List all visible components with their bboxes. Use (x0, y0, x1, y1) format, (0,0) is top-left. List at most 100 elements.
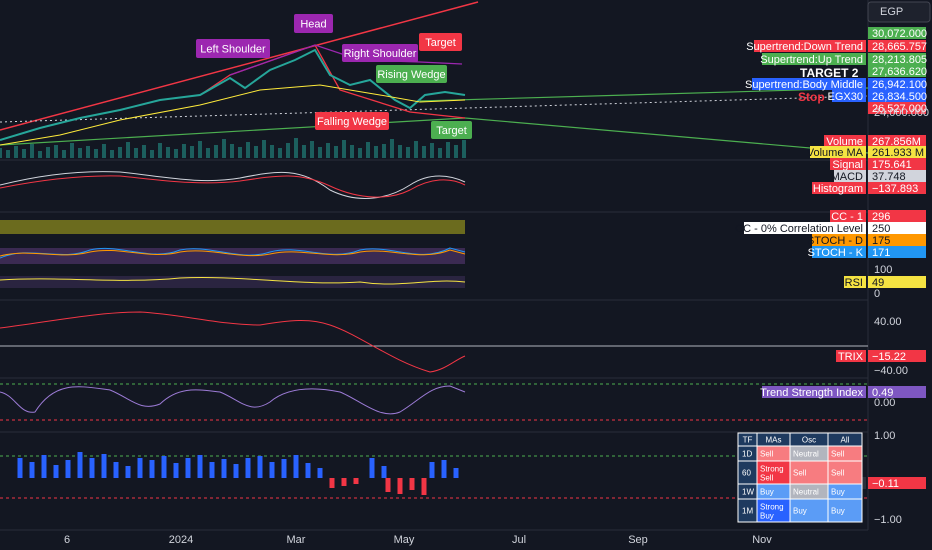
indicator-name-box (754, 40, 866, 52)
annotation-label: Rising Wedge (377, 69, 445, 81)
price-label-box (868, 182, 926, 194)
axis-label: 24,000.000 (874, 107, 929, 119)
indicator-name-box (812, 182, 866, 194)
table-cell-label: Strong Buy (760, 503, 784, 521)
annotation-box (196, 39, 270, 58)
trend-line (0, 117, 466, 146)
price-label: −137.893 (872, 183, 918, 195)
annotation-label: Falling Wedge (317, 116, 387, 128)
annotation-label: Head (300, 18, 326, 30)
indicator-name-box (812, 246, 866, 258)
axis-label: 1.00 (874, 430, 895, 442)
time-label: 2024 (169, 534, 193, 546)
table-cell-label: Sell (831, 450, 845, 459)
price-label-box (868, 350, 926, 362)
indicator-name: CC - 0% Correlation Level (735, 223, 863, 235)
macd-line (0, 171, 466, 199)
price-label-box (868, 386, 926, 398)
table-cell (827, 498, 863, 523)
indicator-name: Signal (832, 159, 863, 171)
table-cell-label: Buy (793, 507, 807, 516)
price-label-box (868, 78, 926, 90)
time-label: Jul (512, 534, 526, 546)
indicator-name-box (744, 222, 866, 234)
annotation-label: Target (436, 125, 467, 137)
indicator-name: Trend Strength Index (760, 387, 863, 399)
price-label-box (868, 210, 926, 222)
annotation-label: Left Shoulder (200, 43, 266, 55)
time-label: Sep (628, 534, 648, 546)
price-label-box (868, 53, 926, 65)
annotation-label: Right Shoulder (344, 48, 417, 60)
axis-label: 0 (874, 288, 880, 300)
indicator-name-box (830, 210, 866, 222)
indicator-name: Supertrend:Down Trend (746, 41, 863, 53)
annotation-box (315, 112, 389, 130)
price-label-box (868, 90, 926, 102)
target-note: TARGET 2 (800, 66, 859, 80)
axis-label: 40.00 (874, 316, 902, 328)
rating-bars (17, 452, 459, 478)
price-label-box (868, 276, 926, 288)
price-label-box (868, 222, 926, 234)
table-cell-label: Sell (793, 469, 807, 478)
table-cell-label: Strong Sell (760, 465, 784, 483)
indicator-name: Volume MA (807, 147, 864, 159)
moving-average (0, 84, 466, 146)
indicator-name: Histogram (813, 183, 863, 195)
table-cell-label: Buy (831, 507, 845, 516)
price-label-box (868, 65, 926, 77)
volume-bars (0, 138, 466, 158)
price-label-box (868, 170, 926, 182)
stoch-d (0, 249, 466, 257)
annotation-box (419, 33, 462, 51)
currency-label: EGP (880, 6, 903, 18)
signal-line (0, 175, 466, 198)
annotation-box (431, 121, 472, 139)
price-label: 28,665.757 (872, 41, 927, 53)
price-label: 27,636.620 (872, 66, 927, 78)
price-label: 171 (872, 247, 890, 259)
stoch-k (0, 247, 466, 259)
indicator-name: CC - 1 (831, 211, 863, 223)
indicator-name-box (824, 135, 866, 147)
axis-label: −1.00 (874, 514, 902, 526)
stoch-band (0, 248, 465, 264)
price-label: 296 (872, 211, 890, 223)
table-cell-label: Sell (831, 469, 845, 478)
trend-line (0, 1, 479, 131)
price-label: 175.641 (872, 159, 912, 171)
price-label-box (868, 246, 926, 258)
price-label-box (868, 146, 926, 158)
currency-button[interactable] (867, 1, 931, 23)
indicator-name-box (834, 170, 866, 182)
indicator-name-box (836, 350, 866, 362)
price-label-box (868, 158, 926, 170)
price-label-box (868, 135, 926, 147)
price-label-box (868, 102, 926, 114)
annotation-box (294, 14, 333, 33)
price-label: 250 (872, 223, 890, 235)
time-label: Nov (752, 534, 772, 546)
price-label-box (868, 40, 926, 52)
indicator-name: STOCH - D (807, 235, 863, 247)
price-label: 28,213.805 (872, 54, 927, 66)
table-cell-label: 60 (742, 469, 751, 478)
price-label-box (868, 477, 926, 489)
price-label: 261.933 M (872, 147, 924, 159)
indicator-name: RSI (845, 277, 863, 289)
table-header: Osc (802, 436, 816, 445)
price-label: 26,834.500 (872, 91, 927, 103)
axis-label: 0.00 (874, 397, 895, 409)
price-label: −0.11 (872, 478, 899, 490)
tsi-line (0, 385, 466, 415)
indicator-name-box (752, 78, 866, 90)
table-header: TF (743, 436, 753, 445)
table-cell-label: Sell (760, 450, 774, 459)
table-cell-label: 1D (742, 450, 752, 459)
price-label: 0.49 (872, 387, 893, 399)
indicator-name-box (844, 276, 866, 288)
pattern-line (199, 44, 466, 119)
indicator-name-box (810, 146, 866, 158)
